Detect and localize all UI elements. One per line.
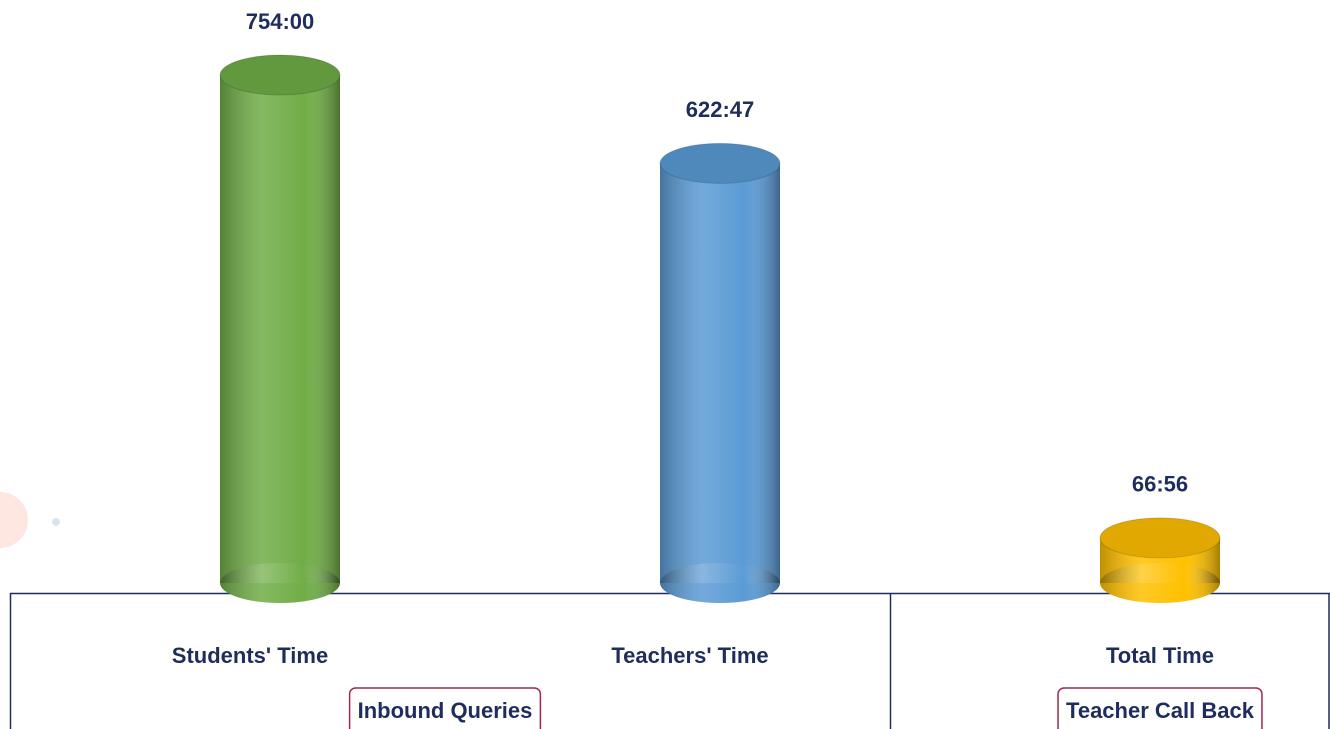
value-label: 622:47: [686, 97, 755, 122]
group-label-box: [348, 687, 542, 729]
category-label: Teachers' Time: [611, 643, 768, 668]
decoration: [0, 492, 28, 548]
category-label: Total Time: [1106, 643, 1214, 668]
cylinder-top: [219, 54, 341, 96]
cylinder-top-shade: [1100, 517, 1220, 558]
decoration: [52, 518, 60, 526]
group-label: Inbound Queries: [358, 698, 533, 723]
value-label: 66:56: [1132, 472, 1188, 497]
group-label-box: [1057, 687, 1263, 729]
category-label: Students' Time: [172, 643, 328, 668]
group-label: Teacher Call Back: [1066, 698, 1255, 723]
cylinder-top: [659, 142, 781, 184]
cylinder-top: [1099, 517, 1221, 559]
bar-shade: [220, 75, 340, 583]
value-label: 754:00: [246, 9, 315, 34]
bar-shade: [660, 163, 780, 583]
cylinder-top-shade: [220, 55, 340, 95]
cylinder-top-shade: [660, 143, 780, 184]
